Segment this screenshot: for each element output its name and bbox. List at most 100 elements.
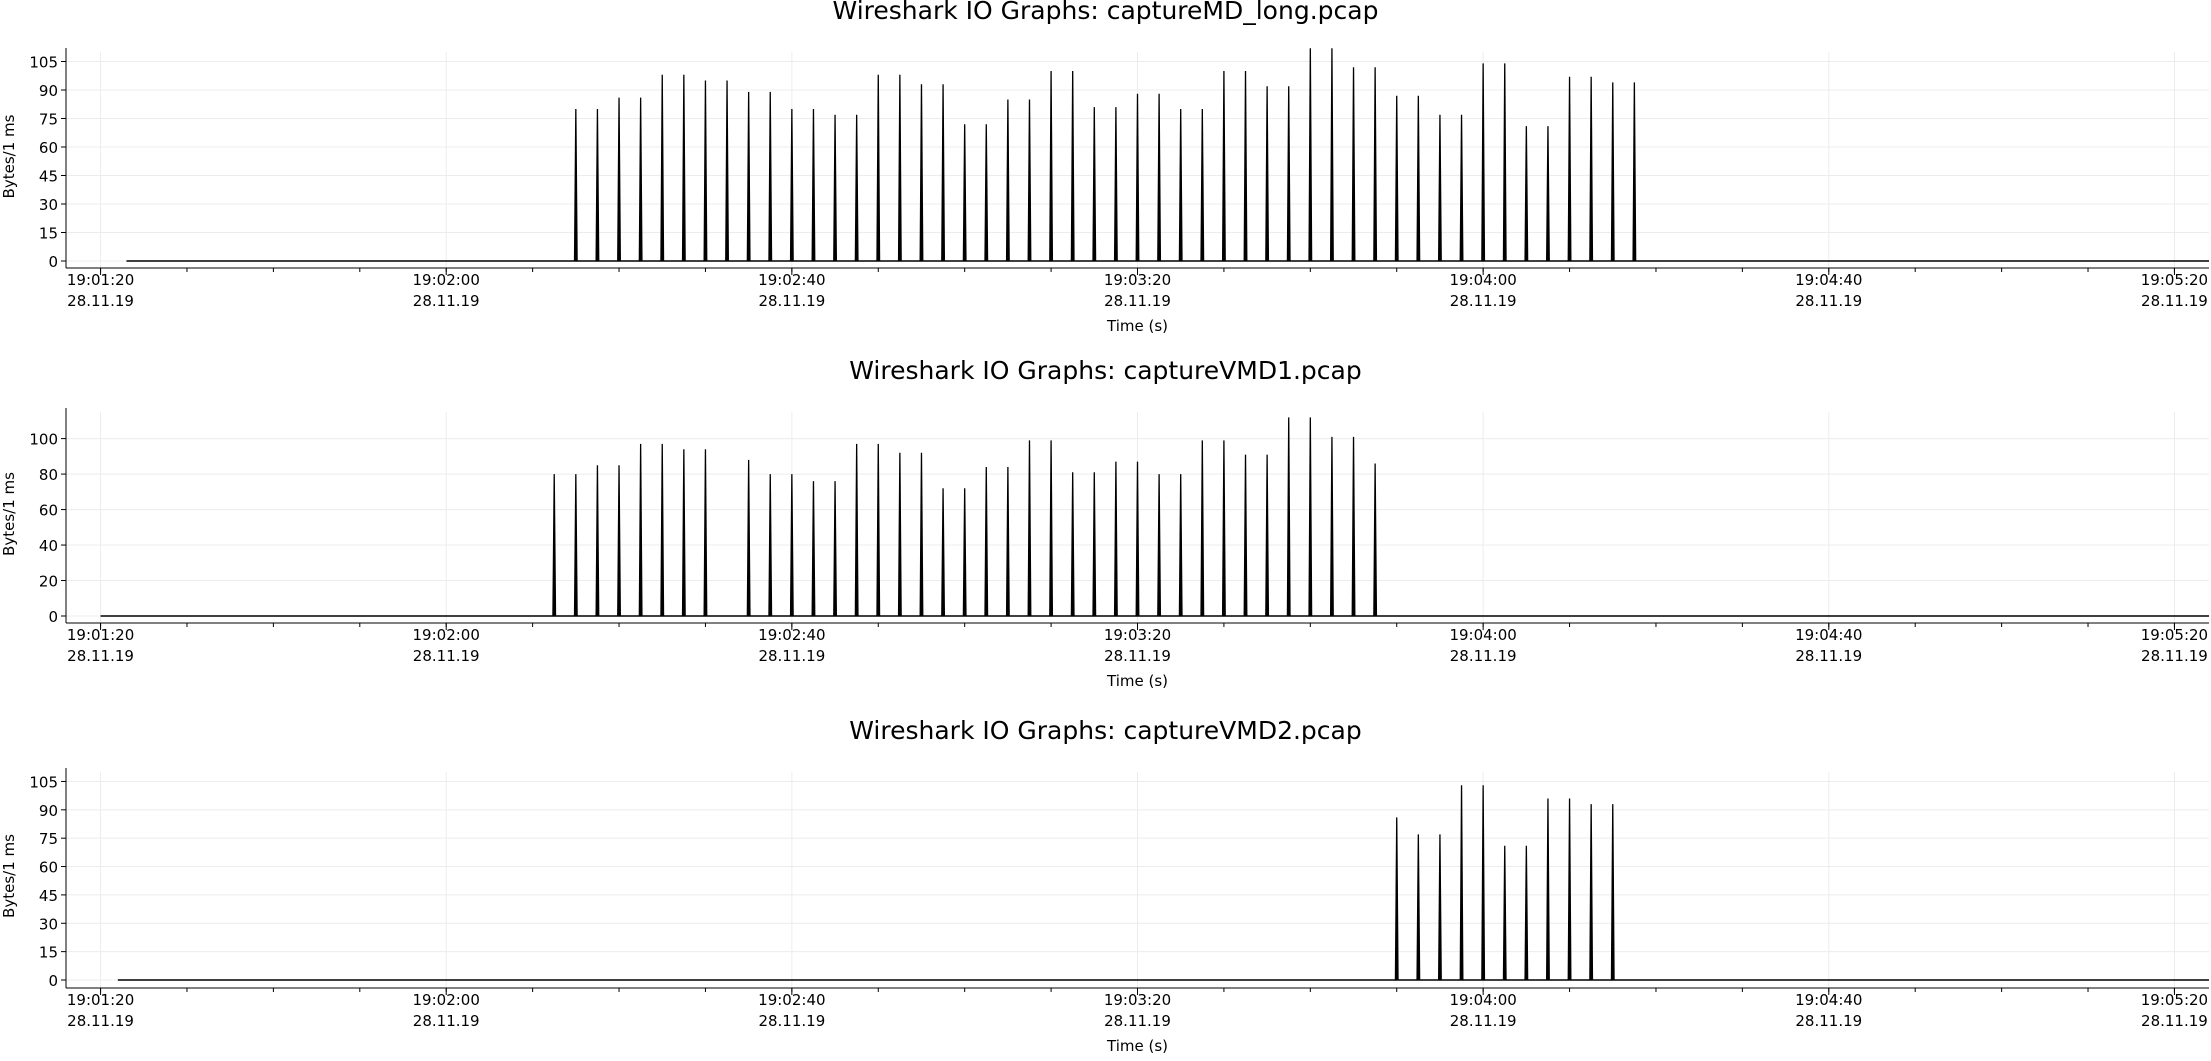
data-spike [1265,454,1270,617]
data-spike [789,474,794,617]
data-spike [897,74,902,262]
chart-title-1: Wireshark IO Graphs: captureMD_long.pcap [832,0,1379,25]
x-axis-label: Time (s) [1106,672,1168,690]
x-tick-label: 19:01:20 [67,626,134,644]
data-spike [811,481,816,617]
x-tick-date-label: 28.11.19 [67,1012,134,1030]
x-tick-label: 19:01:20 [67,271,134,289]
x-tick-date-label: 28.11.19 [758,1012,825,1030]
x-tick-label: 19:04:00 [1449,626,1516,644]
data-spike [638,97,643,262]
data-spike [1092,472,1097,617]
data-spike [1502,845,1507,981]
x-tick-label: 19:01:20 [67,991,134,1009]
x-tick-date-label: 28.11.19 [413,1012,480,1030]
data-spike [1005,99,1010,262]
data-spike [941,488,946,617]
x-tick-date-label: 28.11.19 [758,292,825,310]
x-tick-date-label: 28.11.19 [413,647,480,665]
data-spike [854,443,859,617]
y-tick-label: 90 [39,82,58,100]
x-tick-date-label: 28.11.19 [2141,1012,2208,1030]
y-tick-label: 80 [39,466,58,484]
data-spike [1437,834,1442,981]
data-spike [595,465,600,617]
data-spike [1610,82,1615,262]
chart-title-3: Wireshark IO Graphs: captureVMD2.pcap [849,716,1362,745]
x-tick-date-label: 28.11.19 [1450,292,1517,310]
data-spike [1394,817,1399,981]
data-spike [1437,114,1442,262]
data-spike [573,108,578,262]
y-tick-label: 0 [48,253,58,271]
data-spike [1049,440,1054,617]
data-spike [1286,417,1291,617]
x-tick-date-label: 28.11.19 [1104,292,1171,310]
data-spike [1178,108,1183,262]
y-tick-label: 20 [39,573,58,591]
data-spike [1135,93,1140,262]
data-spike [941,84,946,262]
x-axis-label: Time (s) [1106,317,1168,335]
data-spike [1329,436,1334,617]
x-tick-date-label: 28.11.19 [1450,1012,1517,1030]
data-spike [1416,834,1421,981]
y-tick-label: 105 [29,773,58,791]
x-tick-label: 19:02:40 [758,271,825,289]
data-spike [1394,95,1399,262]
x-tick-date-label: 28.11.19 [1795,647,1862,665]
data-spike [1546,798,1550,981]
data-spike [1308,48,1313,262]
y-tick-label: 60 [39,139,58,157]
data-spike [1610,804,1615,981]
x-tick-date-label: 28.11.19 [2141,292,2208,310]
data-spike [1632,82,1637,262]
data-spike [1178,474,1183,617]
y-tick-label: 75 [39,830,58,848]
io-graph-plot-1: 0 15 30 45 60 75 90 105 19:01:20 28.11.19 19:02:00… [0,48,2209,335]
y-axis-label: Bytes/1 ms [0,834,18,918]
data-spike [1481,63,1486,262]
x-tick-date-label: 28.11.19 [758,647,825,665]
data-spike [962,488,967,617]
data-spike [660,74,665,262]
data-spike [1567,798,1572,981]
data-spike [552,474,557,617]
data-spike [984,124,989,262]
data-spike [638,443,643,617]
data-spike [703,449,708,617]
x-tick-label: 19:03:20 [1104,991,1171,1009]
x-tick-label: 19:02:00 [413,626,480,644]
x-tick-label: 19:05:20 [2141,271,2208,289]
data-spike [811,108,816,262]
x-tick-date-label: 28.11.19 [1450,647,1517,665]
x-tick-label: 19:04:40 [1795,271,1862,289]
x-tick-label: 19:03:20 [1104,626,1171,644]
data-spike [984,466,989,617]
x-tick-label: 19:04:00 [1449,991,1516,1009]
data-spike [1351,436,1356,617]
data-spike [1329,48,1334,262]
data-spike [768,474,773,617]
data-spike [1221,440,1226,617]
data-spike [1113,107,1118,262]
data-spike [1243,454,1248,617]
x-tick-date-label: 28.11.19 [1795,292,1862,310]
y-tick-label: 100 [29,431,58,449]
data-spike [1200,108,1205,262]
data-spike [1351,67,1356,262]
data-spike [1157,93,1162,262]
data-spike [833,114,838,262]
data-spike [1070,70,1075,262]
x-tick-date-label: 28.11.19 [67,292,134,310]
data-spike [1481,785,1486,981]
data-spike [1459,785,1464,981]
data-spike [1524,845,1529,981]
x-tick-label: 19:04:40 [1795,626,1862,644]
x-tick-label: 19:04:40 [1795,991,1862,1009]
data-spike [1373,463,1378,617]
data-spike [573,474,578,617]
y-tick-label: 15 [39,225,58,243]
x-tick-label: 19:03:20 [1104,271,1171,289]
